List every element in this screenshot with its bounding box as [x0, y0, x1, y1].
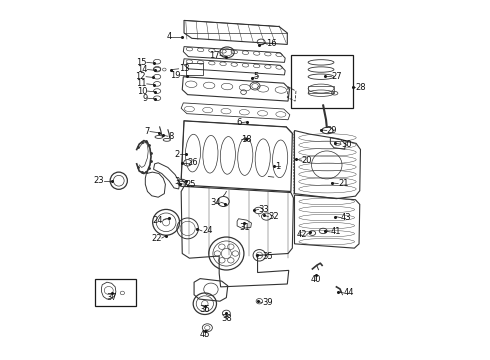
Text: 22: 22	[151, 234, 162, 243]
Text: 5: 5	[253, 72, 259, 81]
Text: 32: 32	[269, 212, 279, 221]
Text: 20: 20	[302, 156, 312, 165]
Text: 23: 23	[94, 176, 104, 185]
Text: 38: 38	[221, 314, 232, 323]
Text: 40: 40	[311, 275, 321, 284]
Text: 27: 27	[331, 72, 342, 81]
Text: 13: 13	[179, 64, 189, 73]
Text: 35: 35	[262, 252, 273, 261]
Text: 10: 10	[137, 86, 147, 95]
Bar	[186, 63, 203, 75]
Text: 39: 39	[262, 298, 273, 307]
Text: 7: 7	[145, 127, 150, 136]
Text: 41: 41	[330, 228, 341, 237]
Text: 45: 45	[199, 330, 210, 339]
Text: 2: 2	[174, 150, 180, 159]
Text: 24: 24	[202, 226, 213, 235]
Text: 18: 18	[242, 135, 252, 144]
Text: 29: 29	[327, 126, 337, 135]
Text: 1: 1	[275, 162, 280, 171]
Text: 26: 26	[188, 158, 198, 167]
Bar	[308, 86, 334, 93]
Bar	[95, 279, 136, 306]
Text: 30: 30	[341, 140, 352, 149]
Text: 19: 19	[170, 71, 180, 80]
Text: 11: 11	[136, 80, 147, 89]
Text: 21: 21	[338, 179, 349, 188]
Text: 42: 42	[296, 230, 307, 239]
Text: 33: 33	[259, 205, 270, 214]
Text: 37: 37	[106, 293, 117, 302]
Text: 44: 44	[343, 288, 354, 297]
Text: 36: 36	[199, 305, 210, 314]
Text: 34: 34	[210, 198, 221, 207]
Text: 17: 17	[209, 51, 220, 60]
Text: 4: 4	[166, 32, 172, 41]
Text: 8: 8	[168, 132, 173, 141]
Bar	[291, 55, 353, 108]
Text: 15: 15	[136, 58, 147, 67]
Text: 28: 28	[355, 83, 366, 92]
Text: 43: 43	[341, 213, 352, 222]
Text: 16: 16	[266, 39, 276, 48]
Text: 24: 24	[153, 216, 163, 225]
Text: 31: 31	[239, 223, 249, 232]
Text: 25: 25	[186, 180, 196, 189]
Text: 12: 12	[136, 72, 146, 81]
Text: 3: 3	[174, 176, 180, 185]
Text: 6: 6	[236, 118, 242, 127]
Text: 14: 14	[137, 65, 147, 74]
Text: 9: 9	[143, 94, 148, 103]
